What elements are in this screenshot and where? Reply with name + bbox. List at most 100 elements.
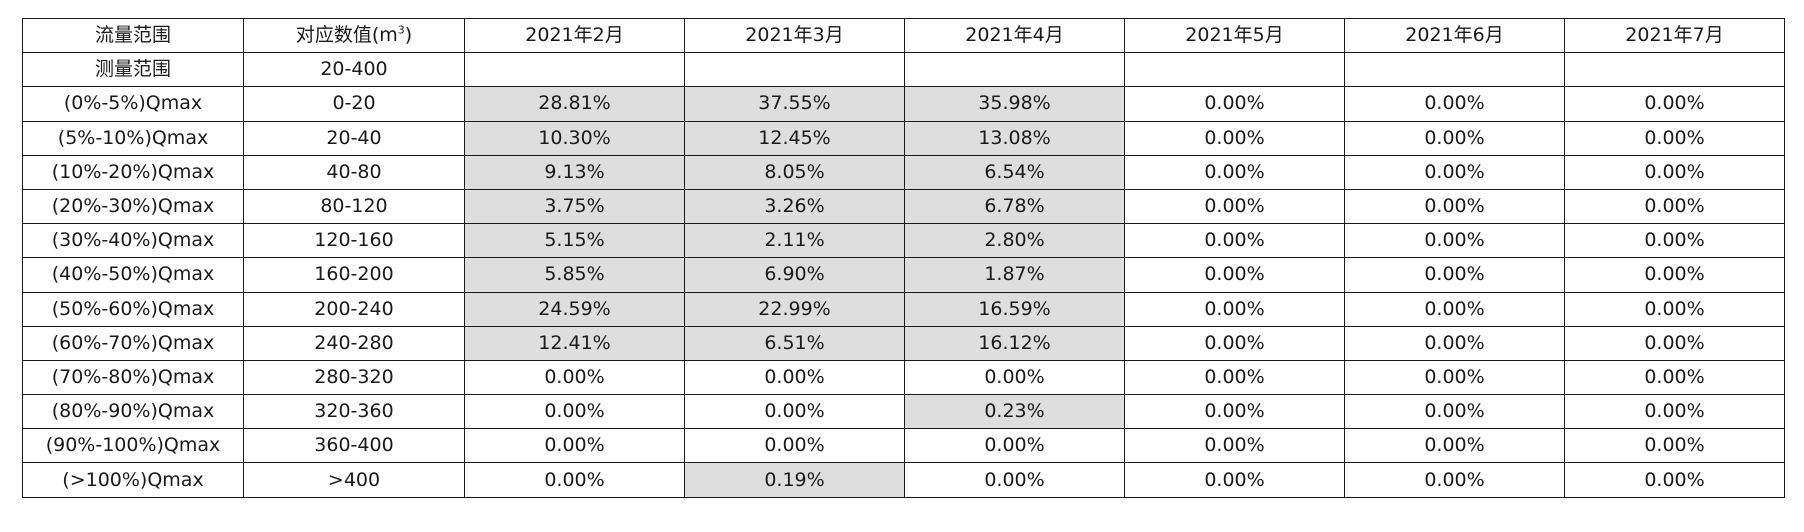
percentage-cell[interactable]: 0.00% (1564, 120, 1785, 156)
flow-value-cell[interactable]: 80-120 (243, 188, 465, 225)
percentage-cell[interactable]: 0.00% (1564, 428, 1785, 464)
percentage-cell[interactable]: 0.00% (1124, 325, 1345, 361)
percentage-cell[interactable]: 5.15% (464, 223, 685, 259)
flow-range-cell[interactable]: (30%-40%)Qmax (22, 223, 244, 259)
percentage-cell[interactable]: 0.00% (1344, 154, 1565, 190)
percentage-cell[interactable]: 0.00% (1124, 291, 1345, 327)
percentage-cell[interactable]: 0.19% (684, 462, 905, 498)
header-month[interactable]: 2021年4月 (904, 17, 1125, 54)
percentage-cell[interactable]: 5.85% (464, 257, 685, 293)
percentage-cell[interactable]: 0.00% (1124, 188, 1345, 225)
percentage-cell[interactable]: 35.98% (904, 86, 1125, 122)
flow-value-cell[interactable]: 240-280 (243, 325, 465, 361)
percentage-cell[interactable]: 0.00% (1124, 428, 1345, 464)
percentage-cell[interactable]: 3.75% (464, 188, 685, 225)
percentage-cell[interactable]: 0.00% (1124, 154, 1345, 190)
percentage-cell[interactable]: 0.23% (904, 394, 1125, 430)
percentage-cell[interactable]: 0.00% (1564, 257, 1785, 293)
percentage-cell[interactable]: 0.00% (684, 394, 905, 430)
percentage-cell[interactable]: 0.00% (464, 359, 685, 396)
flow-value-cell[interactable]: 40-80 (243, 154, 465, 190)
percentage-cell[interactable]: 0.00% (1124, 86, 1345, 122)
measure-range-value[interactable]: 20-400 (243, 52, 465, 88)
header-month[interactable]: 2021年5月 (1124, 17, 1345, 54)
percentage-cell[interactable]: 0.00% (1344, 257, 1565, 293)
percentage-cell[interactable]: 1.87% (904, 257, 1125, 293)
percentage-cell[interactable]: 8.05% (684, 154, 905, 190)
percentage-cell[interactable]: 2.80% (904, 223, 1125, 259)
flow-value-cell[interactable]: 120-160 (243, 223, 465, 259)
flow-value-cell[interactable]: 320-360 (243, 394, 465, 430)
flow-range-cell[interactable]: (20%-30%)Qmax (22, 188, 244, 225)
flow-value-cell[interactable]: >400 (243, 462, 465, 498)
percentage-cell[interactable]: 3.26% (684, 188, 905, 225)
percentage-cell[interactable]: 9.13% (464, 154, 685, 190)
percentage-cell[interactable]: 12.45% (684, 120, 905, 156)
flow-value-cell[interactable]: 20-40 (243, 120, 465, 156)
flow-value-cell[interactable]: 280-320 (243, 359, 465, 396)
percentage-cell[interactable]: 12.41% (464, 325, 685, 361)
percentage-cell[interactable]: 0.00% (1124, 120, 1345, 156)
percentage-cell[interactable]: 16.12% (904, 325, 1125, 361)
percentage-cell[interactable]: 0.00% (1344, 223, 1565, 259)
percentage-cell[interactable]: 0.00% (904, 359, 1125, 396)
percentage-cell[interactable]: 0.00% (1124, 359, 1345, 396)
measure-cell[interactable] (464, 52, 685, 88)
flow-range-cell[interactable]: (0%-5%)Qmax (22, 86, 244, 122)
percentage-cell[interactable]: 0.00% (1564, 223, 1785, 259)
flow-range-cell[interactable]: (70%-80%)Qmax (22, 359, 244, 396)
flow-value-cell[interactable]: 0-20 (243, 86, 465, 122)
percentage-cell[interactable]: 0.00% (1344, 86, 1565, 122)
percentage-cell[interactable]: 0.00% (1344, 120, 1565, 156)
header-value[interactable]: 对应数值(m3) (243, 17, 465, 54)
percentage-cell[interactable]: 6.54% (904, 154, 1125, 190)
percentage-cell[interactable]: 0.00% (1344, 394, 1565, 430)
percentage-cell[interactable]: 10.30% (464, 120, 685, 156)
flow-range-cell[interactable]: (10%-20%)Qmax (22, 154, 244, 190)
flow-value-cell[interactable]: 360-400 (243, 428, 465, 464)
percentage-cell[interactable]: 6.90% (684, 257, 905, 293)
percentage-cell[interactable]: 0.00% (1344, 462, 1565, 498)
header-month[interactable]: 2021年2月 (464, 17, 685, 54)
flow-range-cell[interactable]: (>100%)Qmax (22, 462, 244, 498)
percentage-cell[interactable]: 16.59% (904, 291, 1125, 327)
percentage-cell[interactable]: 24.59% (464, 291, 685, 327)
percentage-cell[interactable]: 0.00% (1124, 394, 1345, 430)
percentage-cell[interactable]: 0.00% (1564, 394, 1785, 430)
header-month[interactable]: 2021年6月 (1344, 17, 1565, 54)
percentage-cell[interactable]: 2.11% (684, 223, 905, 259)
percentage-cell[interactable]: 0.00% (904, 428, 1125, 464)
percentage-cell[interactable]: 22.99% (684, 291, 905, 327)
measure-cell[interactable] (904, 52, 1125, 88)
percentage-cell[interactable]: 0.00% (1564, 86, 1785, 122)
percentage-cell[interactable]: 0.00% (1344, 291, 1565, 327)
flow-value-cell[interactable]: 200-240 (243, 291, 465, 327)
flow-value-cell[interactable]: 160-200 (243, 257, 465, 293)
percentage-cell[interactable]: 0.00% (1124, 223, 1345, 259)
percentage-cell[interactable]: 0.00% (464, 462, 685, 498)
percentage-cell[interactable]: 0.00% (684, 359, 905, 396)
percentage-cell[interactable]: 6.51% (684, 325, 905, 361)
flow-range-cell[interactable]: (80%-90%)Qmax (22, 394, 244, 430)
percentage-cell[interactable]: 6.78% (904, 188, 1125, 225)
percentage-cell[interactable]: 0.00% (1564, 462, 1785, 498)
percentage-cell[interactable]: 37.55% (684, 86, 905, 122)
percentage-cell[interactable]: 0.00% (1564, 359, 1785, 396)
percentage-cell[interactable]: 0.00% (684, 428, 905, 464)
percentage-cell[interactable]: 0.00% (1344, 325, 1565, 361)
header-flow-range[interactable]: 流量范围 (22, 17, 244, 54)
percentage-cell[interactable]: 0.00% (1344, 188, 1565, 225)
header-month[interactable]: 2021年3月 (684, 17, 905, 54)
percentage-cell[interactable]: 0.00% (1564, 188, 1785, 225)
percentage-cell[interactable]: 0.00% (1564, 325, 1785, 361)
percentage-cell[interactable]: 0.00% (1564, 154, 1785, 190)
percentage-cell[interactable]: 0.00% (1344, 428, 1565, 464)
measure-cell[interactable] (1124, 52, 1345, 88)
measure-cell[interactable] (1564, 52, 1785, 88)
header-month[interactable]: 2021年7月 (1564, 17, 1785, 54)
flow-range-cell[interactable]: (40%-50%)Qmax (22, 257, 244, 293)
percentage-cell[interactable]: 13.08% (904, 120, 1125, 156)
percentage-cell[interactable]: 0.00% (464, 394, 685, 430)
measure-range-label[interactable]: 测量范围 (22, 52, 244, 88)
percentage-cell[interactable]: 0.00% (1344, 359, 1565, 396)
